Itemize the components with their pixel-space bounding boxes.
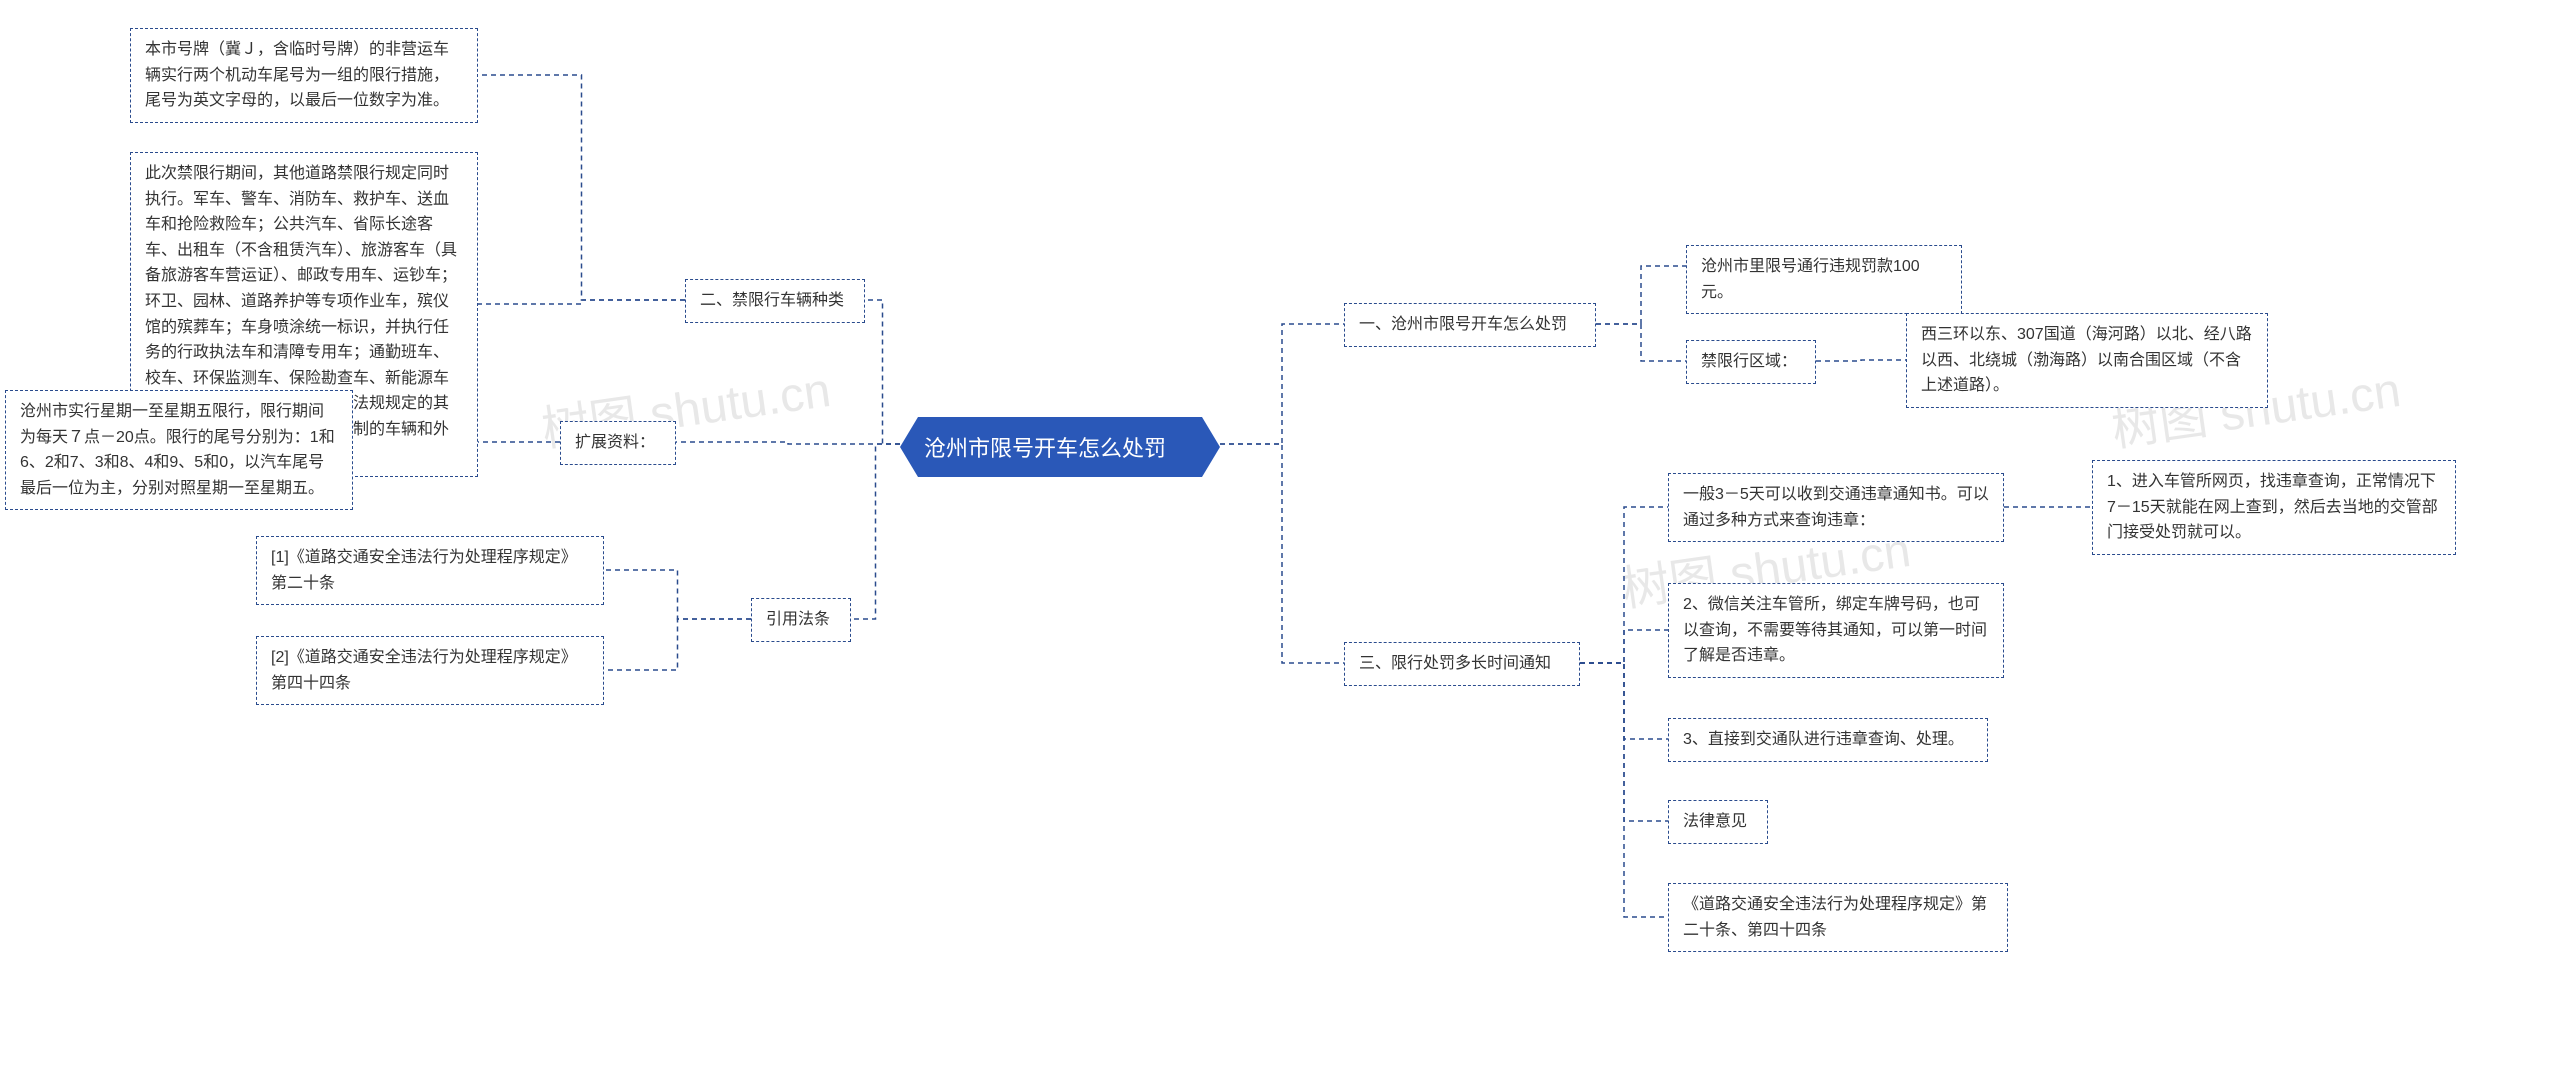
mindmap-node: 法律意见 (1668, 800, 1768, 844)
mindmap-node: 扩展资料： (560, 421, 676, 465)
mindmap-node: [1]《道路交通安全违法行为处理程序规定》第二十条 (256, 536, 604, 605)
mindmap-node: 2、微信关注车管所，绑定车牌号码，也可以查询，不需要等待其通知，可以第一时间了解… (1668, 583, 2004, 678)
mindmap-node: 1、进入车管所网页，找违章查询，正常情况下7－15天就能在网上查到，然后去当地的… (2092, 460, 2456, 555)
mindmap-node: 沧州市里限号通行违规罚款100元。 (1686, 245, 1962, 314)
mindmap-node: 禁限行区域： (1686, 340, 1816, 384)
mindmap-node: 引用法条 (751, 598, 851, 642)
mindmap-node: 一般3－5天可以收到交通违章通知书。可以通过多种方式来查询违章： (1668, 473, 2004, 542)
root-node: 沧州市限号开车怎么处罚 (900, 417, 1220, 477)
mindmap-node: 三、限行处罚多长时间通知 (1344, 642, 1580, 686)
mindmap-node: 《道路交通安全违法行为处理程序规定》第二十条、第四十四条 (1668, 883, 2008, 952)
mindmap-node: 一、沧州市限号开车怎么处罚 (1344, 303, 1596, 347)
mindmap-node: 西三环以东、307国道（海河路）以北、经八路以西、北绕城（渤海路）以南合围区域（… (1906, 313, 2268, 408)
mindmap-node: 沧州市实行星期一至星期五限行，限行期间为每天７点－20点。限行的尾号分别为：1和… (5, 390, 353, 510)
mindmap-node: 3、直接到交通队进行违章查询、处理。 (1668, 718, 1988, 762)
mindmap-node: 本市号牌（冀Ｊ，含临时号牌）的非营运车辆实行两个机动车尾号为一组的限行措施，尾号… (130, 28, 478, 123)
mindmap-node: [2]《道路交通安全违法行为处理程序规定》第四十四条 (256, 636, 604, 705)
mindmap-node: 二、禁限行车辆种类 (685, 279, 865, 323)
